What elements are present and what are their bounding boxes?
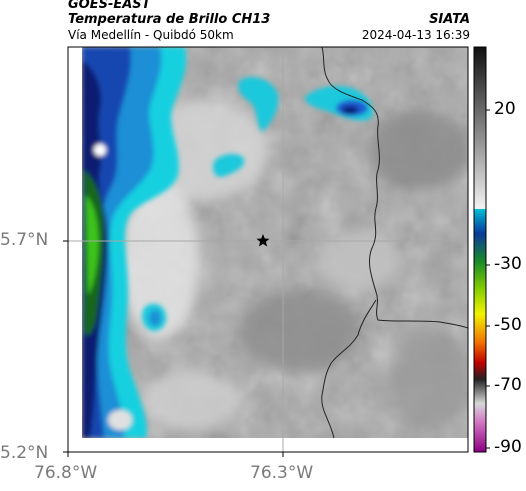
product-title: Temperatura de Brillo CH13 <box>68 12 271 27</box>
map-frame <box>67 46 469 453</box>
colorbar-tick-label: 20 <box>494 99 516 119</box>
colorbar <box>473 46 487 453</box>
lat-tick-label: 5.2°N <box>0 443 49 463</box>
star-marker <box>256 234 270 247</box>
lon-tick-label: 76.8°W <box>34 463 98 483</box>
colorbar-tick-label: -50 <box>494 315 522 335</box>
colorbar-tick-marks <box>486 109 490 449</box>
organization-label: SIATA <box>429 12 470 27</box>
colorbar-tick-label: -30 <box>494 254 522 274</box>
department-boundary <box>321 46 469 439</box>
timestamp-label: 2024-04-13 16:39 <box>361 28 470 42</box>
lat-tick-label: 5.7°N <box>0 230 49 250</box>
brightness-temperature-field <box>82 47 468 438</box>
colorbar-tick-label: -90 <box>494 437 522 457</box>
location-subtitle: Vía Medellín - Quibdó 50km <box>68 28 234 42</box>
colorbar-tick-label: -70 <box>494 375 522 395</box>
lon-tick-label: 76.3°W <box>250 463 314 483</box>
satellite-title: GOES-EAST <box>68 0 151 12</box>
